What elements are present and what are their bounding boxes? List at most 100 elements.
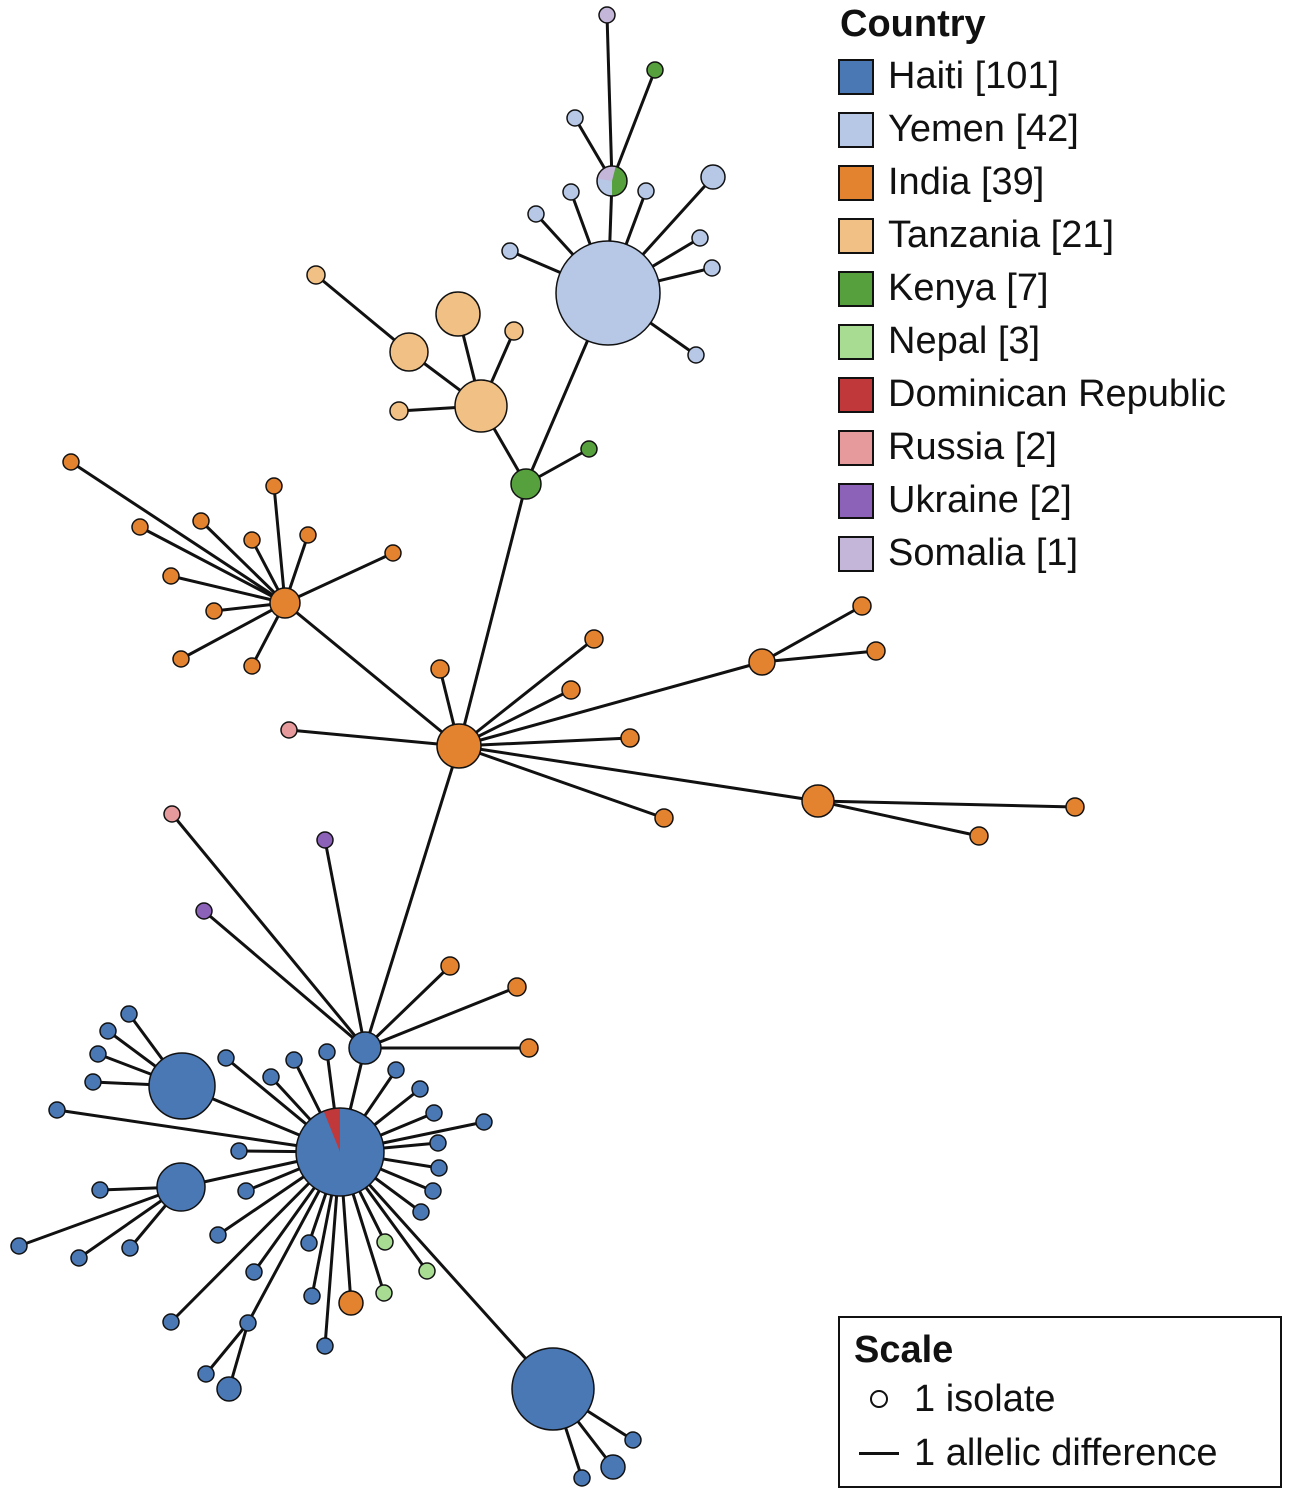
legend-swatch: [838, 164, 874, 201]
legend-swatch: [838, 58, 874, 95]
isolate-node: [511, 1347, 595, 1431]
tree-edge: [364, 985, 518, 1050]
scale-edge-label: 1 allelic difference: [914, 1431, 1218, 1474]
tree-edge: [458, 637, 595, 748]
isolate-node: [91, 1181, 109, 1199]
isolate-node: [348, 1031, 382, 1065]
legend-label: Haiti [101]: [888, 55, 1060, 97]
legend-item: Dominican Republic: [838, 368, 1226, 421]
scale-isolate-label: 1 isolate: [914, 1377, 1056, 1420]
tree-edge: [170, 574, 286, 605]
isolate-node: [555, 240, 661, 346]
isolate-node: [384, 544, 402, 562]
isolate-node: [624, 1431, 642, 1449]
tree-edge: [458, 660, 763, 748]
isolate-node: [436, 723, 482, 769]
tree-edge: [199, 519, 287, 605]
isolate-node: [566, 109, 584, 127]
isolate-node: [163, 805, 181, 823]
isolate-node: [475, 1113, 493, 1131]
isolate-node: [687, 346, 705, 364]
isolate-node: [852, 596, 872, 616]
tree-edge: [817, 799, 980, 838]
isolate-node: [156, 1162, 206, 1212]
isolate-node: [440, 956, 460, 976]
isolate-node: [519, 1038, 539, 1058]
isolate-node: [217, 1049, 235, 1067]
tree-edge: [761, 649, 877, 664]
isolate-node: [237, 1182, 255, 1200]
tree-edge: [170, 813, 367, 1049]
isolate-node: [596, 165, 628, 197]
isolate-node: [239, 1314, 257, 1332]
isolate-node: [338, 1290, 364, 1316]
tree-edge: [458, 736, 631, 748]
isolate-node: [192, 512, 210, 530]
isolate-node: [262, 1068, 280, 1086]
scale-legend: Scale 1 isolate 1 allelic difference: [838, 1316, 1282, 1488]
isolate-node: [62, 453, 80, 471]
tree-edge: [56, 1108, 341, 1154]
isolate-node: [243, 531, 261, 549]
isolate-node: [230, 1142, 248, 1160]
tree-edge: [605, 14, 614, 182]
tree-edge: [284, 551, 394, 605]
legend-swatch: [838, 111, 874, 148]
isolate-node: [424, 1182, 442, 1200]
legend-swatch: [838, 535, 874, 572]
isolate-node: [10, 1237, 28, 1255]
tree-edge: [203, 909, 366, 1050]
isolate-node: [299, 526, 317, 544]
isolate-node: [637, 182, 655, 200]
isolate-node: [703, 259, 721, 277]
isolate-node: [148, 1052, 216, 1120]
legend-swatch: [838, 323, 874, 360]
isolate-node: [600, 1454, 626, 1480]
isolate-node: [120, 1005, 138, 1023]
isolate-node: [197, 1365, 215, 1383]
country-legend: Country Haiti [101] Yemen [42] India [39] T…: [838, 4, 1226, 580]
tree-edge: [363, 964, 452, 1050]
isolate-node: [1065, 797, 1085, 817]
isolate-node: [412, 1203, 430, 1221]
tree-edge: [70, 460, 286, 605]
legend-title: Country: [840, 3, 986, 45]
isolate-node: [527, 205, 545, 223]
legend-swatch: [838, 376, 874, 413]
isolate-node: [131, 518, 149, 536]
isolate-node: [303, 1287, 321, 1305]
isolate-node: [245, 1263, 263, 1281]
tree-edge: [610, 69, 657, 182]
isolate-node: [501, 242, 519, 260]
tree-edge: [761, 604, 863, 664]
legend-swatch: [838, 270, 874, 307]
isolate-node: [573, 1469, 591, 1487]
isolate-node: [430, 1159, 448, 1177]
legend-label: Ukraine [2]: [888, 479, 1072, 521]
isolate-node: [646, 61, 664, 79]
isolate-node: [162, 1313, 180, 1331]
legend-item: Kenya [7]: [838, 262, 1226, 315]
isolate-node: [700, 164, 726, 190]
isolate-node: [969, 826, 989, 846]
legend-label: Tanzania [21]: [888, 214, 1115, 256]
isolate-node: [300, 1234, 318, 1252]
legend-item: Russia [2]: [838, 421, 1226, 474]
legend-label: Russia [2]: [888, 426, 1057, 468]
legend-label: Yemen [42]: [888, 108, 1079, 150]
isolate-node: [376, 1233, 394, 1251]
isolate-node: [418, 1262, 436, 1280]
legend-item: Ukraine [2]: [838, 474, 1226, 527]
isolate-node: [389, 401, 409, 421]
scale-isolate-row: 1 isolate: [854, 1372, 1266, 1426]
isolate-node: [280, 721, 298, 739]
legend-label: Nepal [3]: [888, 320, 1041, 362]
isolate-node: [172, 650, 190, 668]
isolate-node: [620, 728, 640, 748]
isolate-node: [562, 183, 580, 201]
legend-label: Dominican Republic: [888, 373, 1226, 415]
isolate-node: [48, 1101, 66, 1119]
tree-edge: [363, 745, 461, 1049]
isolate-node: [454, 379, 508, 433]
